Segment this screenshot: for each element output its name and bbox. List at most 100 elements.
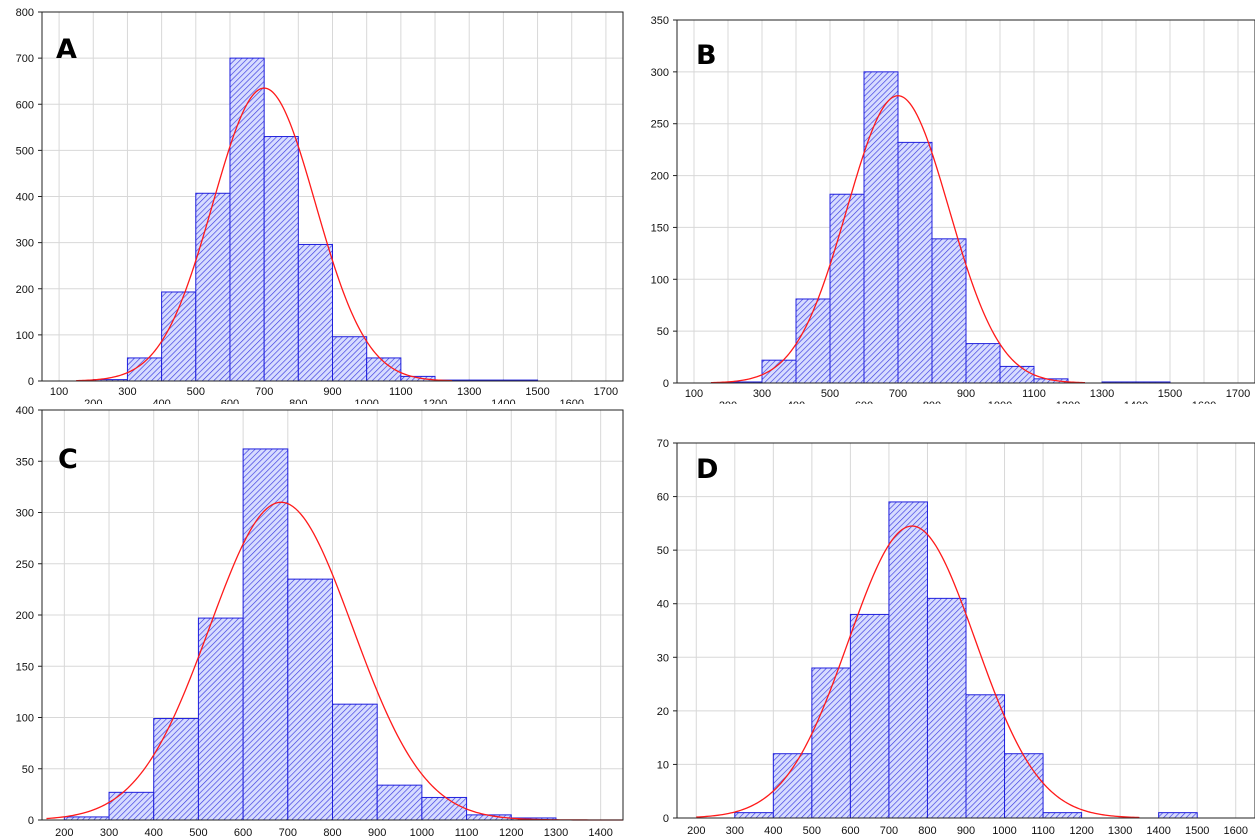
histogram-bar bbox=[242, 448, 289, 821]
histogram-bar bbox=[829, 193, 865, 384]
histogram-bar bbox=[195, 192, 231, 382]
y-tick-label: 20 bbox=[657, 706, 669, 718]
histogram-panel-d: 0 10 20 30 40 50 60 70 200 300 400 500 600 700 800 900 1… bbox=[632, 404, 1255, 840]
histogram-bar bbox=[811, 667, 851, 819]
x-tick-label: 800 bbox=[323, 827, 341, 839]
y-tick-label: 100 bbox=[16, 713, 34, 725]
histogram-bar bbox=[263, 136, 299, 382]
x-tick-label: 300 bbox=[100, 827, 118, 839]
histogram-bar bbox=[888, 501, 928, 819]
x-tick-label: 1500 bbox=[1185, 825, 1209, 837]
x-tick-label: 400 bbox=[145, 827, 163, 839]
x-tick-label: 1200 bbox=[1056, 400, 1080, 404]
x-tick-label: 200 bbox=[719, 400, 737, 404]
histogram-bar bbox=[1042, 812, 1083, 819]
normal-fit-curve bbox=[696, 525, 1140, 819]
x-tick-label: 1400 bbox=[1124, 400, 1148, 404]
histogram-panel-a: 0 100 200 300 400 500 600 700 800 100 300 500 700 900… bbox=[0, 0, 628, 404]
histogram-bar bbox=[772, 753, 813, 819]
y-tick-label: 600 bbox=[16, 99, 34, 111]
y-tick-label: 50 bbox=[22, 764, 34, 776]
y-tick-label: 150 bbox=[651, 222, 669, 234]
x-tick-label: 600 bbox=[841, 825, 859, 837]
x-tick-label: 1500 bbox=[1158, 388, 1182, 400]
x-tick-label: 700 bbox=[889, 388, 907, 400]
y-tick-label: 250 bbox=[651, 119, 669, 131]
x-tick-label: 1500 bbox=[525, 386, 549, 398]
plot-frame bbox=[676, 19, 1255, 384]
plot-frame bbox=[676, 442, 1255, 819]
x-tick-label: 1400 bbox=[1146, 825, 1170, 837]
x-tick-label: 700 bbox=[880, 825, 898, 837]
normal-fit-curve bbox=[710, 95, 1086, 384]
y-tick-label: 200 bbox=[651, 171, 669, 183]
y-tick-label: 50 bbox=[657, 326, 669, 338]
histogram-bar bbox=[153, 718, 199, 821]
y-tick-label: 40 bbox=[657, 599, 669, 611]
panel-label-d: D bbox=[696, 454, 719, 485]
x-tick-label: 1200 bbox=[1069, 825, 1093, 837]
histogram-bar bbox=[287, 578, 333, 821]
y-tick-label: 100 bbox=[16, 330, 34, 342]
x-tick-label: 1600 bbox=[1223, 825, 1247, 837]
y-tick-label: 0 bbox=[28, 815, 34, 827]
y-tick-label: 200 bbox=[16, 610, 34, 622]
histogram-bar bbox=[108, 791, 155, 821]
histogram-bar bbox=[734, 812, 774, 819]
histogram-bar bbox=[197, 617, 244, 821]
y-tick-label: 700 bbox=[16, 53, 34, 65]
x-tick-label: 1300 bbox=[1108, 825, 1132, 837]
y-tick-label: 0 bbox=[663, 378, 669, 390]
histogram-a-svg: 0 100 200 300 400 500 600 700 800 100 300 500 700 900… bbox=[16, 7, 624, 404]
x-tick-label: 100 bbox=[685, 388, 703, 400]
y-tick-label: 200 bbox=[16, 284, 34, 296]
histogram-bar bbox=[926, 597, 967, 819]
x-tick-label: 900 bbox=[368, 827, 386, 839]
x-tick-label: 500 bbox=[187, 386, 205, 398]
x-tick-label: 1100 bbox=[1031, 825, 1055, 837]
y-tick-label: 300 bbox=[651, 67, 669, 79]
x-tick-label: 600 bbox=[234, 827, 252, 839]
x-tick-label: 1700 bbox=[594, 386, 618, 398]
y-tick-label: 0 bbox=[28, 376, 34, 388]
normal-fit-curve bbox=[76, 87, 453, 382]
histogram-bar bbox=[161, 291, 197, 382]
x-tick-label: 1100 bbox=[1022, 388, 1046, 400]
histogram-bar bbox=[400, 375, 436, 382]
histogram-bar bbox=[897, 141, 933, 384]
x-tick-label: 1700 bbox=[1226, 388, 1250, 400]
histogram-bar bbox=[376, 784, 423, 821]
histogram-bar bbox=[332, 703, 378, 821]
y-tick-label: 300 bbox=[16, 508, 34, 520]
x-tick-label: 1600 bbox=[559, 398, 583, 404]
histogram-panel-b: 0 50 100 150 200 250 300 350 100 300 500 700 900 1100… bbox=[632, 0, 1255, 404]
histogram-bar bbox=[965, 694, 1006, 819]
histogram-bar bbox=[965, 343, 1001, 384]
x-tick-label: 1000 bbox=[410, 827, 434, 839]
histogram-c-svg: 0 50 100 150 200 250 300 350 400 200 300 400 500 600 7… bbox=[16, 405, 624, 839]
x-tick-label: 500 bbox=[803, 825, 821, 837]
histogram-b-svg: 0 50 100 150 200 250 300 350 100 300 500 700 900 1100… bbox=[651, 15, 1255, 404]
x-tick-label: 100 bbox=[50, 386, 68, 398]
histogram-bar bbox=[999, 365, 1035, 384]
histogram-bar bbox=[1158, 812, 1198, 819]
histogram-bar bbox=[297, 243, 333, 382]
x-tick-label: 500 bbox=[189, 827, 207, 839]
normal-fit-curve bbox=[46, 501, 623, 821]
x-tick-label: 300 bbox=[753, 388, 771, 400]
x-tick-label: 1400 bbox=[588, 827, 612, 839]
x-tick-label: 1200 bbox=[423, 398, 447, 404]
panel-label-a: A bbox=[56, 34, 77, 65]
x-tick-label: 600 bbox=[855, 400, 873, 404]
y-tick-label: 150 bbox=[16, 661, 34, 673]
x-tick-label: 400 bbox=[764, 825, 782, 837]
histogram-bar bbox=[863, 71, 899, 384]
x-tick-label: 200 bbox=[55, 827, 73, 839]
y-tick-label: 800 bbox=[16, 7, 34, 19]
x-tick-label: 1300 bbox=[544, 827, 568, 839]
x-tick-label: 400 bbox=[787, 400, 805, 404]
panel-label-b: B bbox=[696, 40, 717, 71]
x-tick-label: 1000 bbox=[354, 398, 378, 404]
histogram-bar bbox=[229, 57, 265, 382]
x-tick-label: 900 bbox=[957, 388, 975, 400]
